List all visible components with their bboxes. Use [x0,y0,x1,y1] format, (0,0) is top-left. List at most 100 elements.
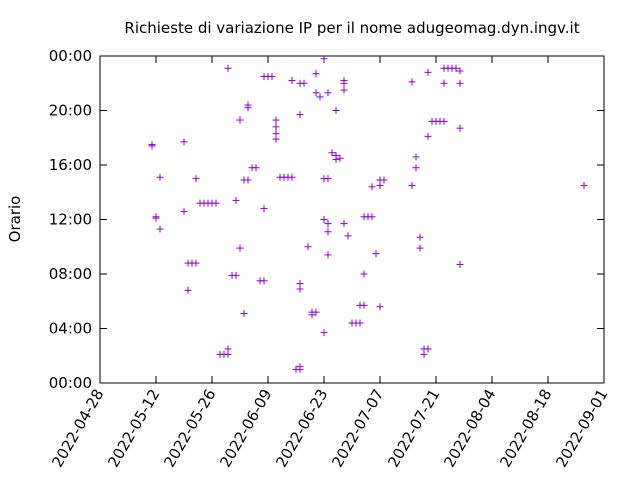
x-tick-label: 2022-07-07 [328,386,387,471]
data-point [232,196,240,204]
data-points [148,55,588,373]
data-point [156,225,164,233]
data-point [340,220,348,228]
data-point [288,173,296,181]
y-tick-label: 00:00 [49,47,92,65]
data-point [152,213,160,221]
x-tick-label: 2022-04-28 [48,386,107,471]
data-point [300,79,308,87]
data-point [320,55,328,63]
data-point [272,116,280,124]
data-point [376,303,384,311]
data-point [456,67,464,75]
data-point [184,286,192,294]
data-point [180,138,188,146]
data-point [324,251,332,259]
data-point [324,175,332,183]
data-point [368,183,376,191]
data-point [312,70,320,78]
data-point [244,101,252,109]
data-point [320,329,328,337]
data-point [236,244,244,252]
data-point [580,181,588,189]
data-point [360,301,368,309]
data-point [296,363,304,371]
x-tick-label: 2022-09-01 [552,386,611,471]
data-point [192,259,200,267]
data-point [452,64,460,72]
data-point [212,199,220,207]
x-tick-label: 2022-05-26 [160,386,219,471]
x-tick-label: 2022-05-12 [104,386,163,471]
data-point [272,123,280,131]
data-point [240,310,248,318]
data-point [344,232,352,240]
y-axis-label: Orario [6,196,24,243]
data-point [260,205,268,213]
data-point [372,250,380,258]
data-point [180,207,188,215]
data-point [456,79,464,87]
data-point [156,173,164,181]
data-point [268,72,276,80]
data-point [440,79,448,87]
data-point [412,164,420,172]
x-tick-label: 2022-06-09 [216,386,275,471]
data-point [244,176,252,184]
x-axis: 2022-04-282022-05-122022-05-262022-06-09… [48,56,611,471]
data-point [424,345,432,353]
data-point [440,117,448,125]
data-point [148,142,156,150]
data-point [380,176,388,184]
data-point [252,164,260,172]
data-point [368,213,376,221]
data-point [328,149,336,157]
chart-title: Richieste di variazione IP per il nome a… [124,19,579,37]
y-tick-label: 04:00 [49,320,92,338]
y-tick-label: 00:00 [49,374,92,392]
data-point [324,220,332,228]
plot-frame [99,55,605,384]
data-point [272,130,280,138]
data-point [332,151,340,159]
data-point [456,124,464,132]
data-point [296,111,304,119]
data-point [232,271,240,279]
y-tick-label: 12:00 [49,211,92,229]
data-point [260,277,268,285]
data-point [316,93,324,101]
data-point [424,68,432,76]
x-tick-label: 2022-07-21 [384,386,443,471]
data-point [324,89,332,97]
data-point [408,78,416,86]
data-point [356,319,364,327]
data-point [416,244,424,252]
x-tick-label: 2022-06-23 [272,386,331,471]
y-axis: 00:00 04:00 08:00 12:00 16:00 20:00 00:00 [49,47,604,392]
data-point [324,228,332,236]
data-point [412,153,420,161]
data-point [288,77,296,85]
data-point [236,116,244,124]
y-tick-label: 08:00 [49,265,92,283]
data-point [336,154,344,162]
data-point [340,77,348,85]
y-tick-label: 16:00 [49,156,92,174]
x-tick-label: 2022-08-18 [496,386,555,471]
data-point [360,270,368,278]
data-point [456,260,464,268]
data-point [416,233,424,241]
data-point [192,175,200,183]
x-tick-label: 2022-08-04 [440,386,499,471]
data-point [320,216,328,223]
data-point [424,132,432,140]
data-point [224,64,232,72]
y-tick-label: 20:00 [49,102,92,120]
data-point [340,86,348,94]
data-point [312,308,320,316]
data-point [304,243,312,251]
data-point [420,350,428,358]
data-point [408,181,416,189]
data-point [296,280,304,288]
